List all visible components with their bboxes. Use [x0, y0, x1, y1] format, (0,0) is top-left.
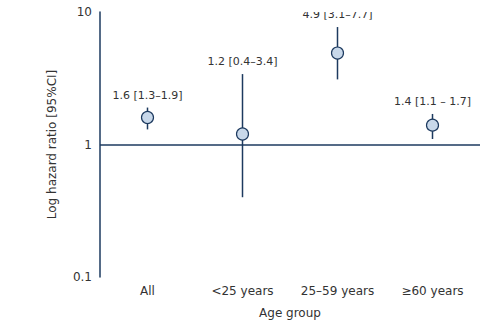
svg-text:0.1: 0.1 [73, 270, 92, 284]
svg-text:1.6 [1.3–1.9]: 1.6 [1.3–1.9] [112, 89, 182, 102]
svg-text:1.2 [0.4–3.4]: 1.2 [0.4–3.4] [207, 55, 277, 68]
svg-text:Age group: Age group [259, 306, 321, 320]
svg-text:All: All [140, 284, 155, 298]
svg-text:<25 years: <25 years [211, 284, 273, 298]
svg-text:10: 10 [77, 5, 92, 19]
svg-text:4.9 [3.1–7.7]: 4.9 [3.1–7.7] [302, 8, 372, 21]
svg-text:≥60 years: ≥60 years [401, 284, 463, 298]
svg-text:Log hazard ratio [95%CI]: Log hazard ratio [95%CI] [45, 70, 59, 219]
svg-text:1.4 [1.1 – 1.7]: 1.4 [1.1 – 1.7] [394, 95, 471, 108]
svg-text:1: 1 [84, 138, 92, 152]
svg-text:25–59 years: 25–59 years [301, 284, 374, 298]
